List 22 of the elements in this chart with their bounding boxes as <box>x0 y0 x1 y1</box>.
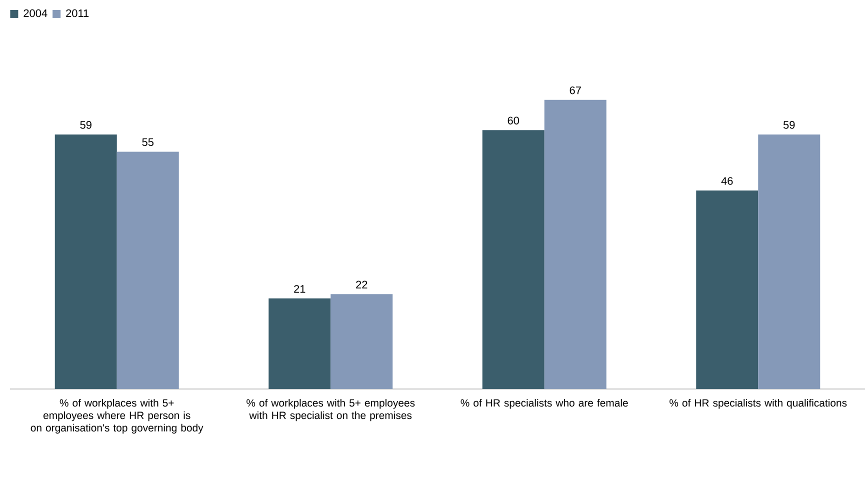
bar <box>116 152 179 389</box>
bar <box>544 100 606 389</box>
data-label: 67 <box>570 86 581 94</box>
data-label: 59 <box>80 121 92 129</box>
data-label: 60 <box>508 116 520 124</box>
legend-label: 2011 <box>66 9 89 18</box>
x-tick-label: % of workplaces with 5+ employees where HR person is on organisation's top governing body <box>30 398 204 434</box>
bar <box>758 134 820 389</box>
bar <box>330 294 393 389</box>
bar <box>482 130 544 389</box>
data-label: 22 <box>356 280 368 288</box>
bar <box>54 134 117 389</box>
data-label: 59 <box>783 121 795 129</box>
bar <box>268 298 331 389</box>
data-label: 46 <box>721 177 733 185</box>
x-tick-label: % of HR specialists who are female <box>460 398 628 409</box>
legend-label: 2004 <box>24 9 48 18</box>
x-tick-label: % of HR specialists with qualifications <box>670 398 847 409</box>
data-label: 55 <box>142 138 154 146</box>
x-tick-label: % of workplaces with 5+ employees with HR specialist on the premises <box>246 398 415 422</box>
bar <box>696 190 758 389</box>
data-label: 21 <box>294 285 306 293</box>
